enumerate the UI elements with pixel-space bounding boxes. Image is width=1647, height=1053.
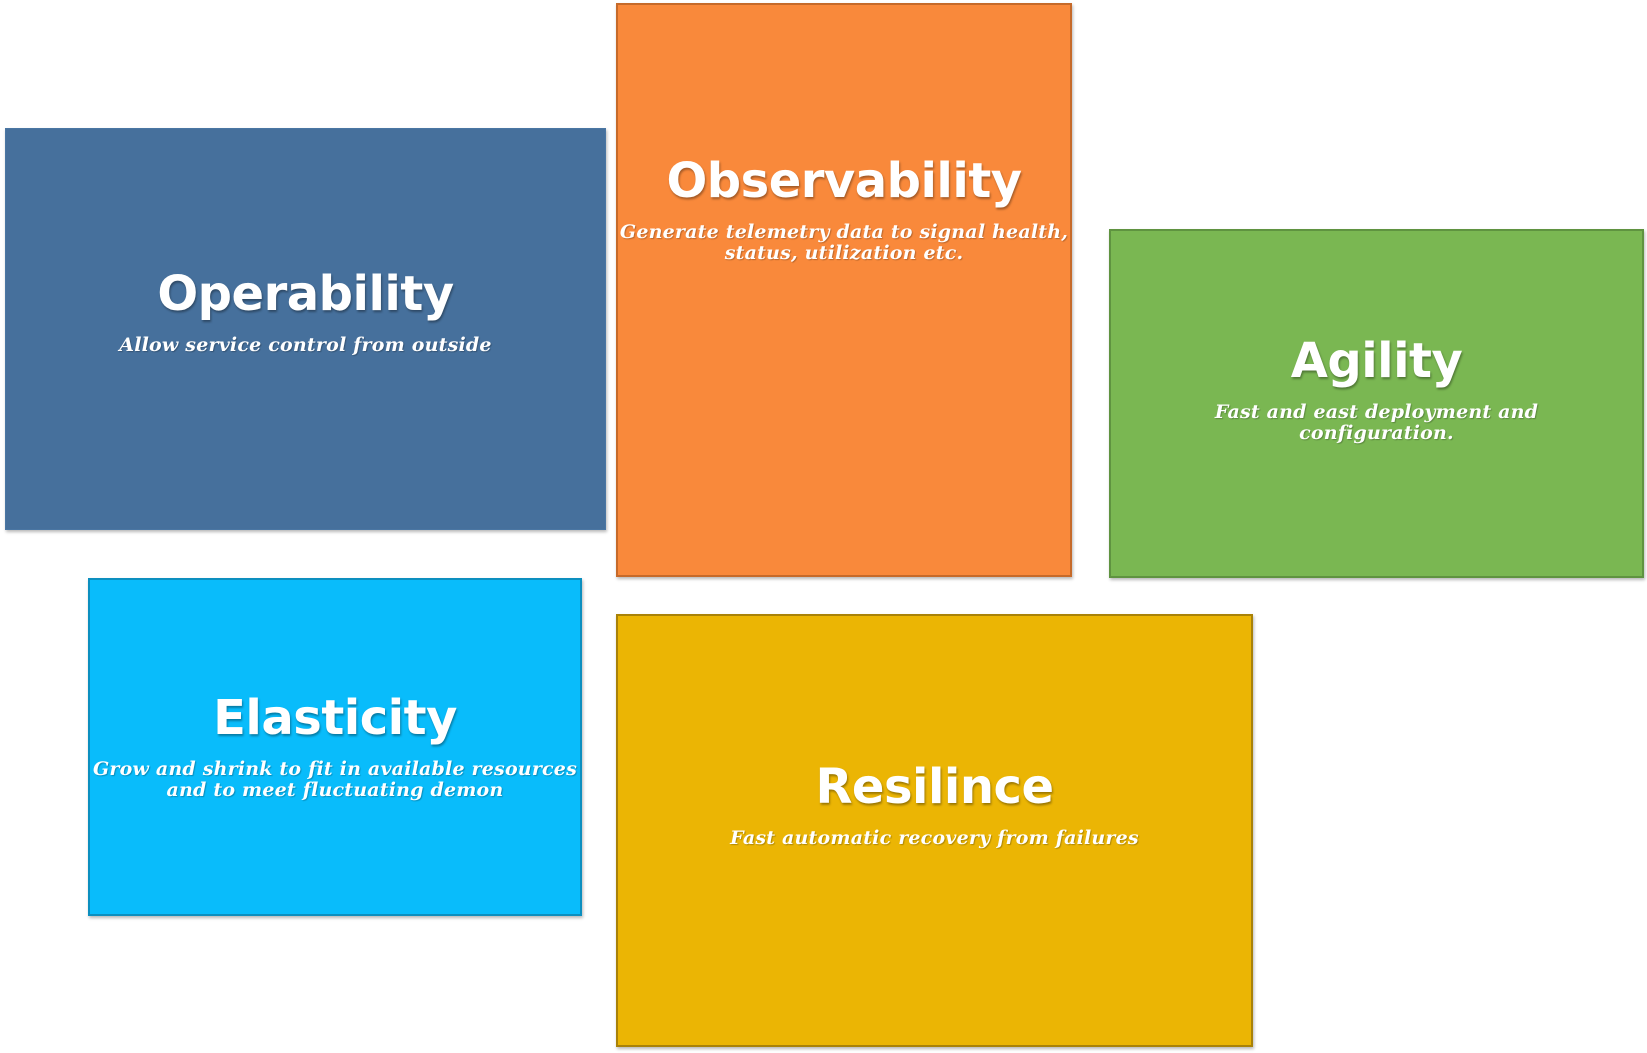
resilince-box: Resilince Fast automatic recovery from f… [616,614,1253,1047]
observability-box: Observability Generate telemetry data to… [616,3,1072,577]
operability-description: Allow service control from outside [119,333,492,356]
resilince-description: Fast automatic recovery from failures [730,827,1139,850]
elasticity-box: Elasticity Grow and shrink to fit in ava… [88,578,582,916]
operability-box: Operability Allow service control from o… [5,128,606,530]
resilince-title: Resilince [815,759,1054,816]
elasticity-title: Elasticity [213,690,457,747]
observability-title: Observability [666,153,1022,210]
agility-box: Agility Fast and east deployment and con… [1109,229,1644,578]
operability-title: Operability [157,265,454,322]
elasticity-description: Grow and shrink to fit in available reso… [93,758,577,802]
agility-title: Agility [1290,332,1463,389]
observability-description: Generate telemetry data to signal health… [619,221,1069,265]
agility-description: Fast and east deployment and configurati… [1214,400,1539,444]
